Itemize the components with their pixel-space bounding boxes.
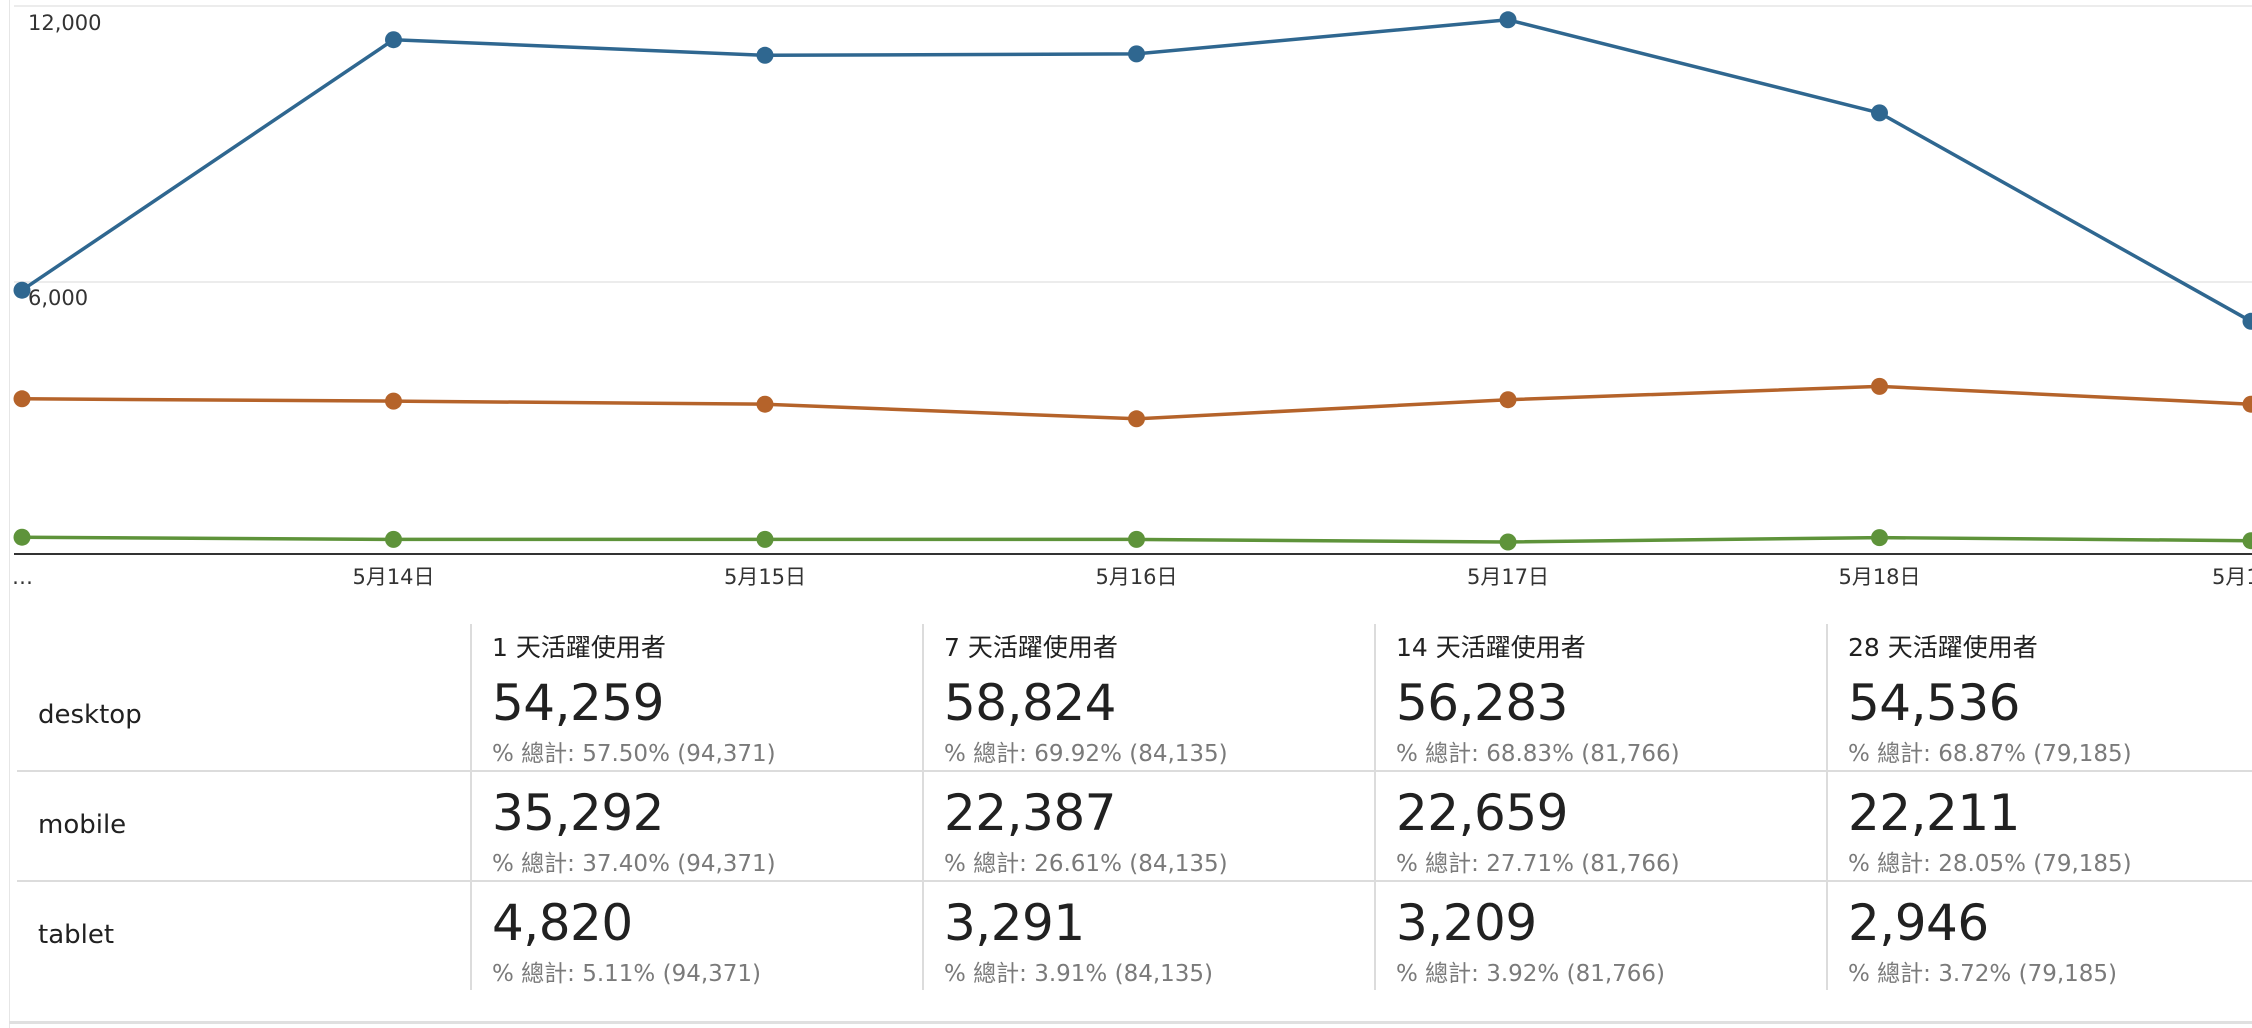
desktop-1-day-percent: % 總計: 57.50% (94,371) (492, 741, 776, 767)
series-3-point-6[interactable] (1871, 529, 1888, 547)
tablet-1-day-percent: % 總計: 5.11% (94,371) (492, 961, 762, 987)
mobile-7-day-value: 22,387 (944, 784, 1116, 842)
chart-series (13, 11, 2252, 551)
stats-table: 1 天活躍使用者 7 天活躍使用者 14 天活躍使用者 28 天活躍使用者 de… (17, 624, 2252, 994)
left-border (9, 0, 10, 1028)
series-1-point-3[interactable] (756, 46, 774, 64)
mobile-1-day-percent: % 總計: 37.40% (94,371) (492, 851, 776, 877)
header-1-day-active-users: 1 天活躍使用者 (492, 633, 666, 662)
mobile-28-day-percent: % 總計: 28.05% (79,185) (1848, 851, 2132, 877)
chart-gridlines (14, 5, 2252, 555)
x-tick-label: 5月17日 (1467, 565, 1549, 589)
desktop-7-day-percent: % 總計: 69.92% (84,135) (944, 741, 1228, 767)
mobile-28-day-value: 22,211 (1848, 784, 2020, 842)
series-1-point-7[interactable] (2242, 312, 2252, 330)
mobile-7-day-percent: % 總計: 26.61% (84,135) (944, 851, 1228, 877)
mobile-14-day-value: 22,659 (1396, 784, 1568, 842)
desktop-1-day-value: 54,259 (492, 674, 664, 732)
series-3-point-2[interactable] (385, 530, 402, 548)
y-tick-6000: 6,000 (28, 286, 88, 310)
series-2-point-4[interactable] (1128, 410, 1145, 428)
row-separator (17, 770, 2252, 772)
x-tick-label: 5月18日 (1838, 565, 1920, 589)
y-tick-12000: 12,000 (28, 11, 101, 35)
tablet-7-day-percent: % 總計: 3.91% (84,135) (944, 961, 1214, 987)
tablet-14-day-value: 3,209 (1396, 894, 1537, 952)
x-tick-label: 5月16日 (1095, 565, 1177, 589)
column-divider (1826, 624, 1828, 990)
tablet-28-day-percent: % 總計: 3.72% (79,185) (1848, 961, 2118, 987)
active-users-line-chart: 12,000 6,000 … 5月14日 5月15日 5月16日 5月17日 5月18日 5… (12, 5, 2252, 589)
series-1-point-1[interactable] (13, 281, 31, 299)
desktop-14-day-value: 56,283 (1396, 674, 1568, 732)
series-2-point-3[interactable] (756, 395, 774, 413)
tablet-14-day-percent: % 總計: 3.92% (81,766) (1396, 961, 1666, 987)
mobile-14-day-percent: % 總計: 27.71% (81,766) (1396, 851, 1680, 877)
mobile-1-day-value: 35,292 (492, 784, 664, 842)
x-axis-labels: … 5月14日 5月15日 5月16日 5月17日 5月18日 5月1 (12, 565, 2252, 589)
tablet-7-day-value: 3,291 (944, 894, 1085, 952)
desktop-7-day-value: 58,824 (944, 674, 1116, 732)
series-1-point-2[interactable] (385, 31, 402, 49)
bottom-border (9, 1021, 2252, 1024)
series-3-point-1[interactable] (13, 528, 31, 546)
series-line-1 (21, 18, 2252, 323)
column-divider (922, 624, 924, 990)
x-tick-label: 5月15日 (724, 565, 806, 589)
row-label-tablet: tablet (38, 920, 115, 950)
desktop-14-day-percent: % 總計: 68.83% (81,766) (1396, 741, 1680, 767)
desktop-28-day-percent: % 總計: 68.87% (79,185) (1848, 741, 2132, 767)
series-2-point-2[interactable] (385, 392, 402, 410)
series-1-point-6[interactable] (1871, 104, 1888, 122)
tablet-28-day-value: 2,946 (1848, 894, 1989, 952)
tablet-1-day-value: 4,820 (492, 894, 633, 952)
series-2-point-5[interactable] (1499, 391, 1517, 409)
row-separator (17, 880, 2252, 882)
series-2-point-7[interactable] (2242, 395, 2252, 413)
row-label-desktop: desktop (38, 700, 142, 730)
series-3-point-7[interactable] (2242, 532, 2252, 550)
row-label-mobile: mobile (38, 810, 127, 840)
column-divider (1374, 624, 1376, 990)
series-3-point-5[interactable] (1499, 533, 1517, 551)
series-1-point-4[interactable] (1128, 45, 1145, 63)
column-divider (470, 624, 472, 990)
x-tick-label: 5月1 (2212, 565, 2252, 589)
desktop-28-day-value: 54,536 (1848, 674, 2020, 732)
x-tick-label: 5月14日 (352, 565, 434, 589)
series-2-point-1[interactable] (13, 390, 31, 408)
series-3-point-4[interactable] (1128, 530, 1145, 548)
series-3-point-3[interactable] (756, 530, 774, 548)
series-1-point-5[interactable] (1499, 11, 1517, 29)
series-2-point-6[interactable] (1871, 377, 1888, 395)
header-14-day-active-users: 14 天活躍使用者 (1396, 633, 1586, 662)
x-tick-label: … (12, 565, 33, 589)
header-7-day-active-users: 7 天活躍使用者 (944, 633, 1118, 662)
header-28-day-active-users: 28 天活躍使用者 (1848, 633, 2038, 662)
